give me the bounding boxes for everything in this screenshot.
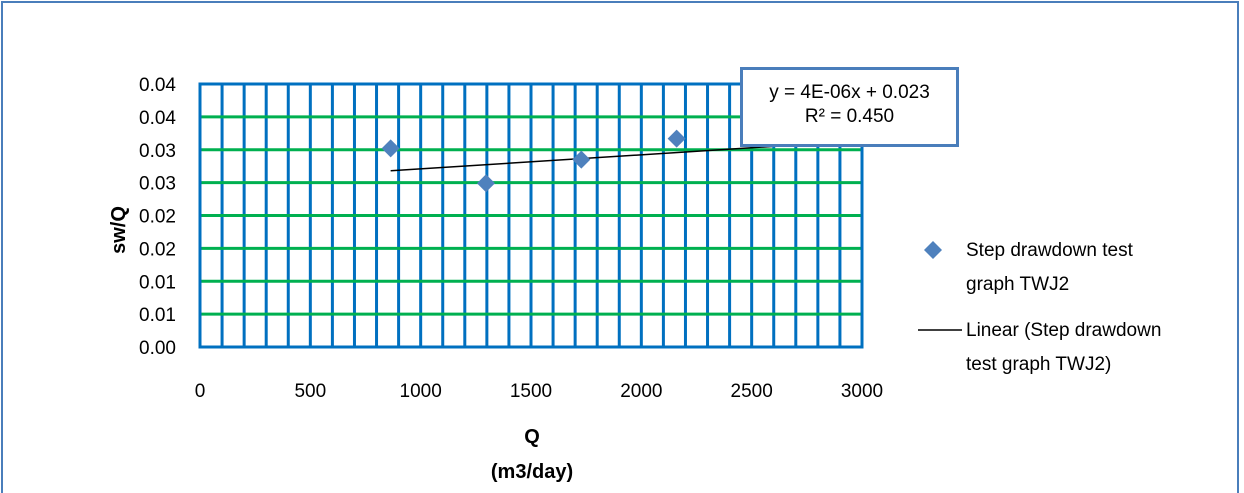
trendline-r-squared: R² = 0.450 <box>804 106 895 127</box>
legend-diamond-marker <box>924 241 942 259</box>
x-axis-tick-labels: 0 500 1000 1500 2000 2500 3000 <box>195 381 883 402</box>
y-tick-label: 0.00 <box>139 338 176 359</box>
x-tick-label: 500 <box>294 381 326 402</box>
y-tick-label: 0.02 <box>139 207 176 228</box>
data-point <box>572 150 591 169</box>
trendline-equation-box: y = 4E-06x + 0.023 R² = 0.450 <box>740 67 959 147</box>
trendline-equation: y = 4E-06x + 0.023 <box>769 82 930 103</box>
x-tick-label: 0 <box>195 381 206 402</box>
y-tick-label: 0.04 <box>139 108 176 129</box>
legend-series-label-line1: Step drawdown test <box>966 240 1134 261</box>
x-axis-unit: (m3/day) <box>491 461 573 483</box>
x-axis-title: Q <box>524 426 540 448</box>
legend-series-label-line2: graph TWJ2 <box>966 274 1069 295</box>
y-tick-label: 0.04 <box>139 75 176 96</box>
x-tick-label: 2500 <box>731 381 773 402</box>
y-tick-label: 0.03 <box>139 141 176 162</box>
data-point <box>476 174 495 193</box>
y-tick-label: 0.01 <box>139 305 176 326</box>
y-tick-label: 0.03 <box>139 174 176 195</box>
x-tick-label: 2000 <box>620 381 662 402</box>
plot-area-border <box>198 82 864 349</box>
x-tick-label: 1500 <box>510 381 552 402</box>
legend-trendline-label-line1: Linear (Step drawdown <box>966 320 1161 341</box>
data-point <box>381 139 400 158</box>
y-axis-tick-labels: 0.00 0.01 0.01 0.02 0.02 0.03 0.03 0.04 0.04 <box>139 75 176 359</box>
x-tick-label: 1000 <box>400 381 442 402</box>
y-tick-label: 0.02 <box>139 239 176 260</box>
data-point <box>667 129 686 148</box>
legend: Step drawdown test graph TWJ2 Linear (St… <box>918 240 1161 375</box>
y-tick-label: 0.01 <box>139 272 176 293</box>
y-axis-title: sw/Q <box>108 206 130 254</box>
x-tick-label: 3000 <box>841 381 883 402</box>
legend-trendline-label-line2: test graph TWJ2) <box>966 354 1111 375</box>
